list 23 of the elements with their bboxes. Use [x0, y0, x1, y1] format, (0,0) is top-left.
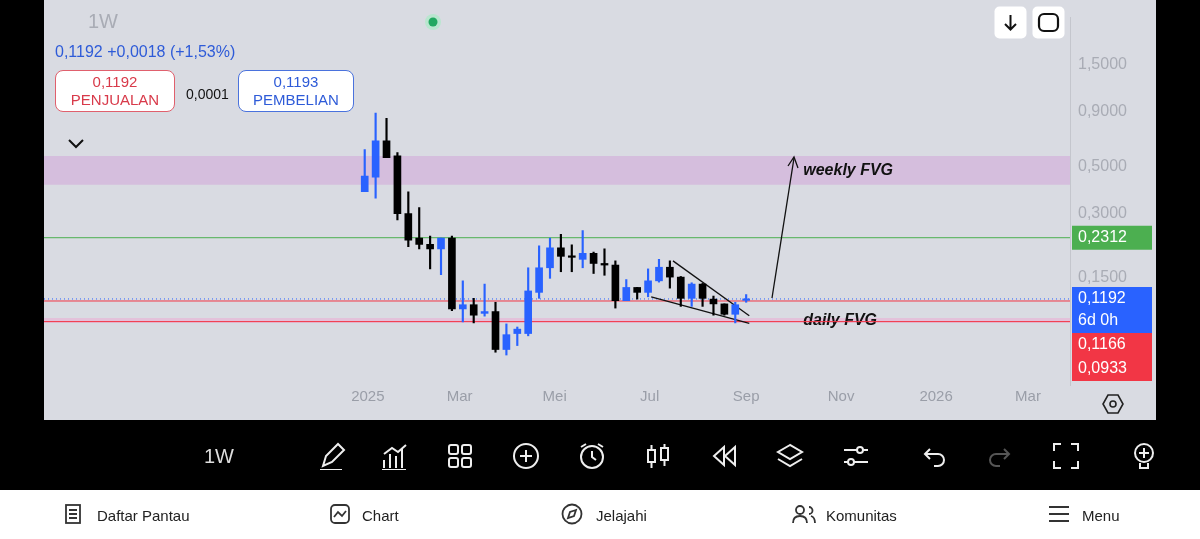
x-tick-label: Mar — [1015, 387, 1041, 405]
x-tick-label: Jul — [640, 387, 660, 405]
text: Komunitas — [826, 507, 897, 524]
annotation: 0,0001 — [186, 86, 229, 102]
text: Daftar Pantau — [97, 507, 190, 524]
ref-line-label: 0,1166 — [1078, 335, 1126, 353]
annotation: 0,1193 PEMBELIAN — [238, 70, 354, 112]
ref-line-label: 0,2312 — [1078, 228, 1128, 246]
x-tick-label: Mar — [446, 387, 473, 405]
x-tick-label: Nov — [827, 387, 855, 405]
band-label: weekly FVG — [803, 160, 894, 178]
text: Chart — [362, 507, 399, 524]
annotation: 0,1192 PENJUALAN — [55, 70, 175, 112]
text: Menu — [1082, 507, 1120, 524]
x-tick-label: 2025 — [351, 387, 385, 405]
text: 0,1192 +0,0018 (+1,53%) — [55, 43, 236, 61]
ref-line-label: 0,1192 6d 0h — [1078, 289, 1126, 329]
ref-line-label: 0,0933 — [1078, 359, 1128, 377]
x-tick-label: Sep — [732, 387, 760, 405]
text: 1W — [204, 445, 234, 468]
x-tick-label: 2026 — [919, 387, 953, 405]
x-tick-label: Mei — [542, 387, 567, 405]
text: Jelajahi — [596, 507, 647, 524]
